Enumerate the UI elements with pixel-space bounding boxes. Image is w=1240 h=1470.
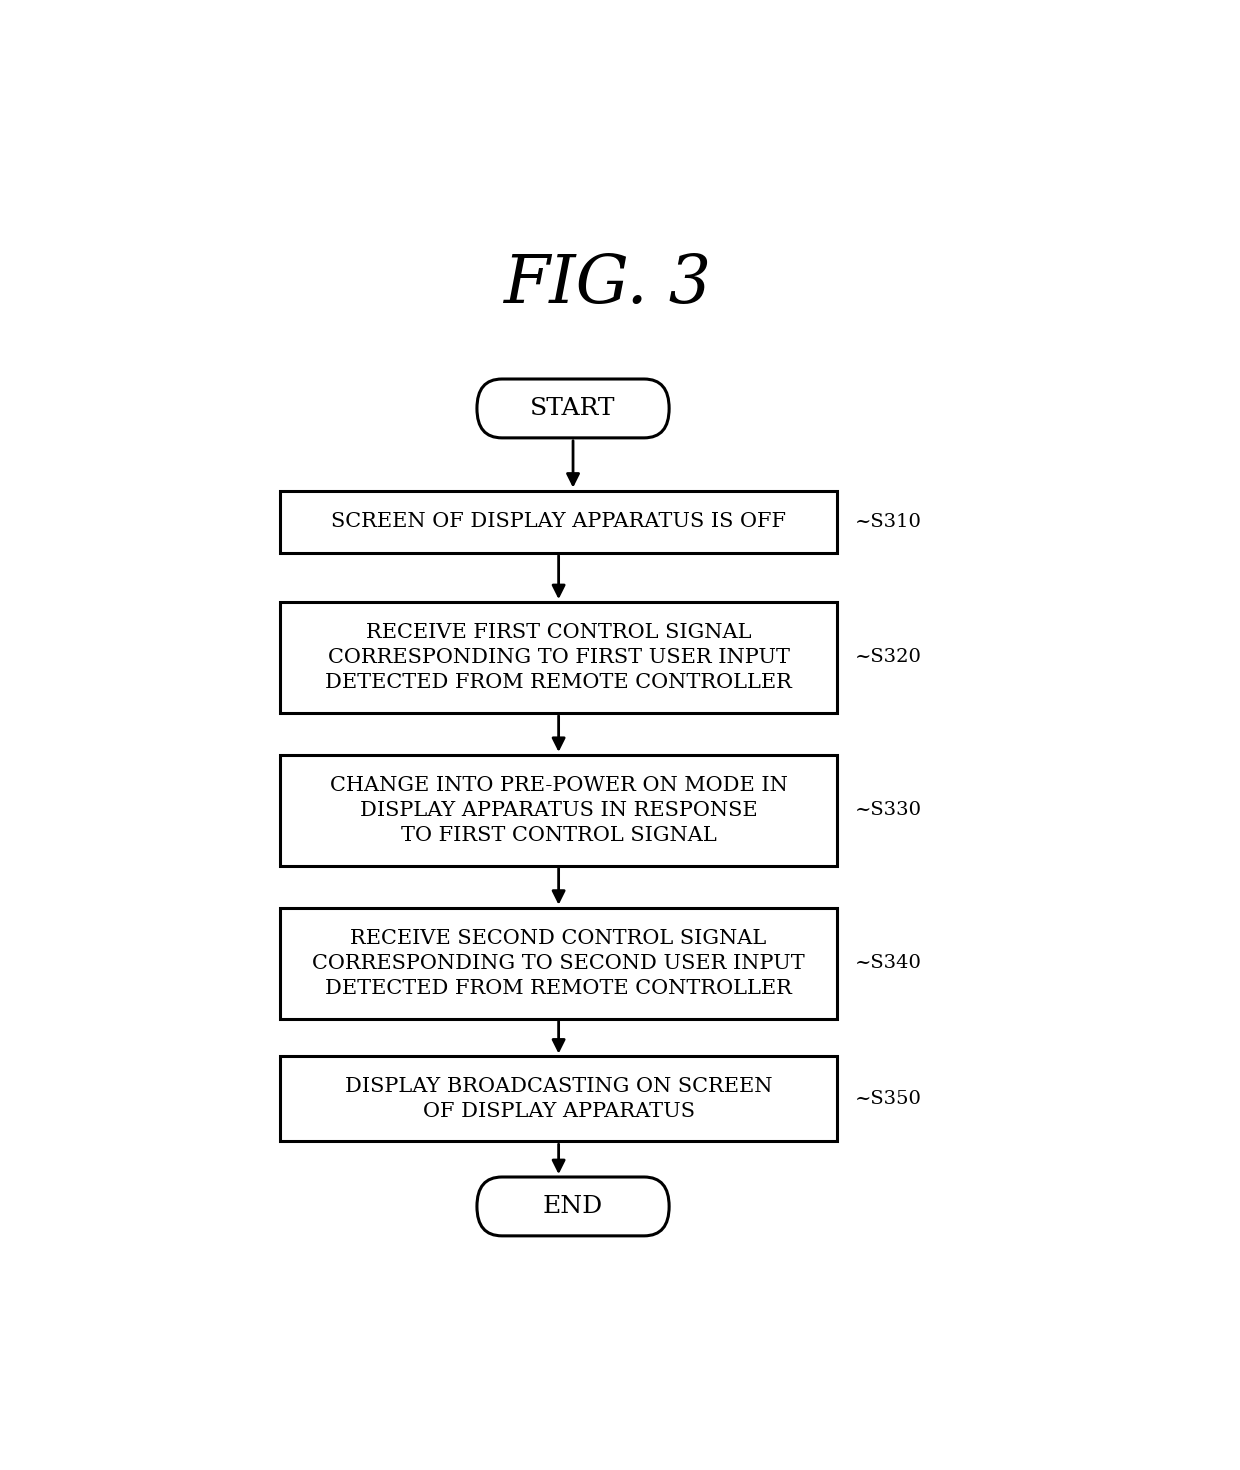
Text: ~S330: ~S330 — [854, 801, 921, 819]
Text: RECEIVE FIRST CONTROL SIGNAL
CORRESPONDING TO FIRST USER INPUT
DETECTED FROM REM: RECEIVE FIRST CONTROL SIGNAL CORRESPONDI… — [325, 623, 792, 692]
FancyBboxPatch shape — [477, 379, 670, 438]
FancyBboxPatch shape — [280, 603, 837, 713]
Text: ~S310: ~S310 — [854, 513, 921, 531]
Text: ~S320: ~S320 — [854, 648, 921, 666]
FancyBboxPatch shape — [280, 907, 837, 1019]
FancyBboxPatch shape — [280, 1057, 837, 1141]
FancyBboxPatch shape — [280, 754, 837, 866]
Text: ~S340: ~S340 — [854, 954, 921, 972]
FancyBboxPatch shape — [477, 1177, 670, 1236]
Text: FIG. 3: FIG. 3 — [502, 251, 711, 316]
FancyBboxPatch shape — [280, 491, 837, 553]
Text: START: START — [531, 397, 616, 420]
Text: ~S350: ~S350 — [854, 1089, 921, 1108]
Text: END: END — [543, 1195, 603, 1219]
Text: DISPLAY BROADCASTING ON SCREEN
OF DISPLAY APPARATUS: DISPLAY BROADCASTING ON SCREEN OF DISPLA… — [345, 1078, 773, 1122]
Text: RECEIVE SECOND CONTROL SIGNAL
CORRESPONDING TO SECOND USER INPUT
DETECTED FROM R: RECEIVE SECOND CONTROL SIGNAL CORRESPOND… — [312, 929, 805, 998]
Text: SCREEN OF DISPLAY APPARATUS IS OFF: SCREEN OF DISPLAY APPARATUS IS OFF — [331, 512, 786, 531]
Text: CHANGE INTO PRE-POWER ON MODE IN
DISPLAY APPARATUS IN RESPONSE
TO FIRST CONTROL : CHANGE INTO PRE-POWER ON MODE IN DISPLAY… — [330, 776, 787, 845]
